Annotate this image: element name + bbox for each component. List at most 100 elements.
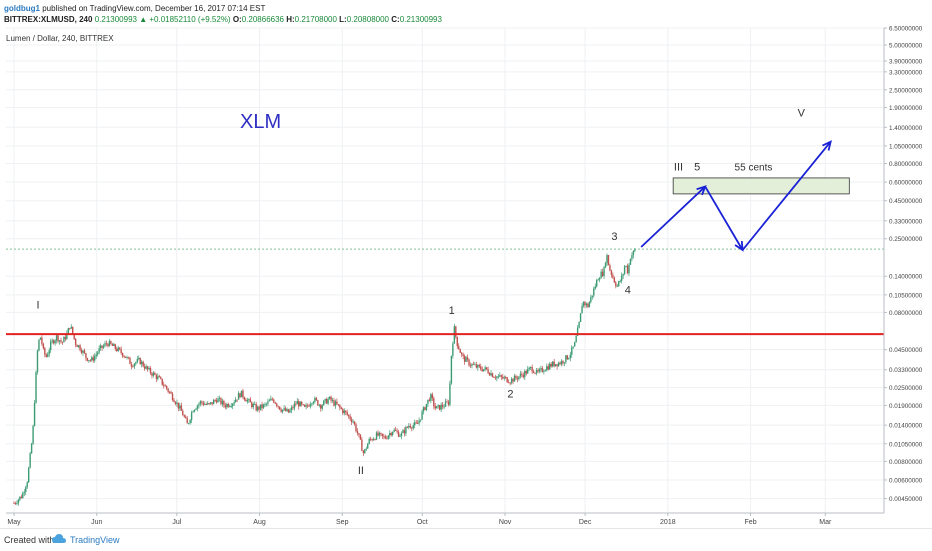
candle-body (372, 439, 375, 441)
horizontal-levels: 0.057224810.2130099303:45:35 (6, 244, 931, 340)
y-tick-label: 0.00800000 (889, 459, 923, 466)
candle-body (452, 343, 454, 356)
candle-body (438, 405, 441, 410)
y-tick-label: 0.60000000 (889, 180, 923, 187)
candle-body (525, 371, 527, 374)
candle-body (333, 400, 335, 406)
candle-body (77, 345, 80, 347)
candle-body (380, 432, 382, 434)
candle-body (365, 448, 367, 450)
candle-body (342, 408, 344, 414)
candle-body (578, 321, 580, 328)
candle-body (221, 400, 224, 405)
price-chart[interactable]: 0.057224810.2130099303:45:35 III1234III5… (0, 0, 932, 528)
candle-body (240, 390, 243, 398)
candle-body (349, 415, 351, 420)
candle-body (211, 402, 213, 405)
candle-body (474, 364, 476, 366)
y-tick-label: 0.45000000 (889, 198, 923, 205)
y-tick-label: 3.90000000 (889, 59, 923, 66)
candle-body (205, 404, 207, 405)
candle-body (418, 420, 420, 424)
price-axis[interactable]: 6.50000000 5.00000000 3.90000000 3.30000000… (883, 26, 932, 514)
candle-body (537, 370, 539, 372)
candle-body (462, 354, 464, 356)
candle-body (472, 363, 475, 365)
tradingview-link[interactable]: TradingView (70, 535, 120, 545)
publish-line: goldbug1 published on TradingView.com, D… (4, 4, 265, 13)
candle-body (277, 405, 279, 407)
candle-body (459, 349, 461, 353)
candle-body (386, 438, 388, 440)
candle-body (434, 405, 436, 409)
candle-body (86, 357, 89, 361)
candle-body (515, 375, 517, 379)
candle-body (321, 405, 323, 409)
candle-body (510, 378, 513, 383)
y-tick-label: 2.50000000 (889, 87, 923, 94)
candle-body (278, 406, 281, 410)
candle-body (48, 350, 50, 355)
candle-body (214, 400, 216, 401)
candle-body (619, 280, 621, 282)
price-axis-bg (884, 28, 932, 513)
candle-body (41, 337, 43, 344)
candle-body (535, 370, 538, 374)
candle-body (91, 357, 93, 361)
candle-body (571, 347, 573, 355)
candle-body (460, 352, 463, 355)
candle-body (199, 401, 202, 404)
candle-body (182, 410, 184, 416)
candle-body (364, 449, 366, 453)
candle-body (350, 419, 353, 422)
candle-body (587, 303, 589, 308)
candle-body (212, 400, 215, 405)
candle-body (165, 385, 168, 389)
candle-body (35, 372, 37, 403)
candle-body (509, 382, 511, 384)
candle-body (368, 438, 370, 444)
candle-body (394, 429, 397, 431)
candle-body (389, 433, 391, 436)
candle-body (390, 433, 392, 435)
candle-body (163, 384, 165, 386)
candle-body (519, 373, 522, 377)
candle-body (481, 369, 483, 372)
candle-body (613, 277, 616, 283)
candle-body (54, 340, 56, 344)
candle-body (23, 492, 25, 493)
candle-body (292, 407, 294, 409)
time-axis[interactable]: May Jun Jul Aug Sep Oct Nov Dec 2018 Feb Mar (6, 512, 884, 526)
candle-body (280, 409, 282, 412)
y-tick-label: 0.01050000 (889, 441, 923, 448)
candle-body (563, 362, 566, 364)
candle-body (403, 430, 406, 434)
candle-body (421, 411, 423, 420)
candle-body (242, 390, 244, 398)
candle-body (440, 404, 442, 410)
candle-body (355, 424, 357, 432)
candle-body (381, 433, 384, 436)
chart-header: goldbug1 published on TradingView.com, D… (0, 0, 932, 28)
x-tick-label: Dec (579, 519, 592, 526)
author-link[interactable]: goldbug1 (4, 4, 40, 13)
candle-body (29, 453, 31, 468)
candle-body (273, 399, 275, 403)
candle-body (111, 344, 114, 346)
candle-body (108, 341, 111, 347)
candle-body (51, 340, 53, 342)
candle-body (361, 439, 363, 451)
candle-body (566, 355, 569, 360)
candle-body (66, 333, 68, 340)
candle-body (374, 439, 376, 440)
candle-body (337, 404, 340, 406)
candle-body (477, 364, 479, 368)
candle-body (554, 364, 557, 367)
low-label: L: (339, 15, 347, 24)
candle-body (67, 328, 70, 334)
candle-body (334, 401, 337, 406)
target-zone-box (672, 177, 850, 195)
candle-body (339, 405, 341, 408)
candle-body (437, 405, 439, 407)
